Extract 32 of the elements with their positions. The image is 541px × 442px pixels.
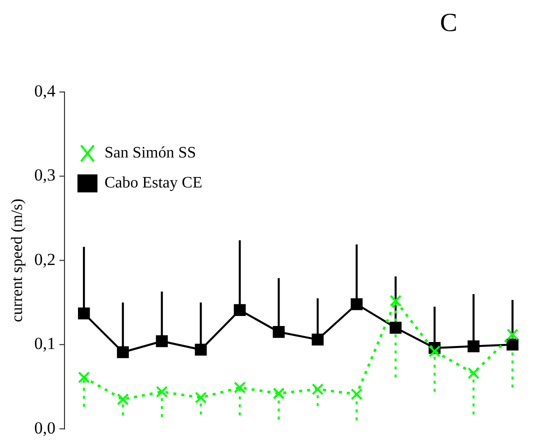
y-tick-label: 0,1 [34, 334, 56, 354]
point [156, 386, 168, 398]
point [116, 346, 129, 358]
point [156, 335, 168, 348]
legend-label: San Simón SS [104, 144, 196, 162]
point [116, 393, 129, 406]
point [272, 387, 285, 400]
point [428, 345, 441, 358]
point [234, 382, 246, 394]
point [78, 307, 90, 320]
point [468, 367, 480, 380]
point [350, 298, 363, 310]
point [234, 304, 246, 316]
point [312, 383, 324, 396]
y-tick-label: 0,3 [34, 166, 56, 185]
point [78, 371, 90, 384]
y-tick-label: 0,4 [34, 81, 56, 100]
point [390, 322, 402, 334]
chart-title: C [440, 8, 458, 38]
point [194, 344, 207, 356]
point [468, 340, 480, 352]
point [506, 328, 518, 340]
point [312, 334, 324, 346]
point [350, 388, 363, 400]
point [272, 326, 285, 338]
point [194, 392, 207, 404]
point [390, 294, 402, 307]
legend-label: Cabo Estay CE [104, 174, 202, 192]
y-tick-label: 0,2 [34, 250, 56, 269]
y-tick-label: 0,0 [34, 418, 56, 438]
point [506, 338, 518, 351]
y-axis-title: current speed (m/s) [8, 198, 26, 322]
